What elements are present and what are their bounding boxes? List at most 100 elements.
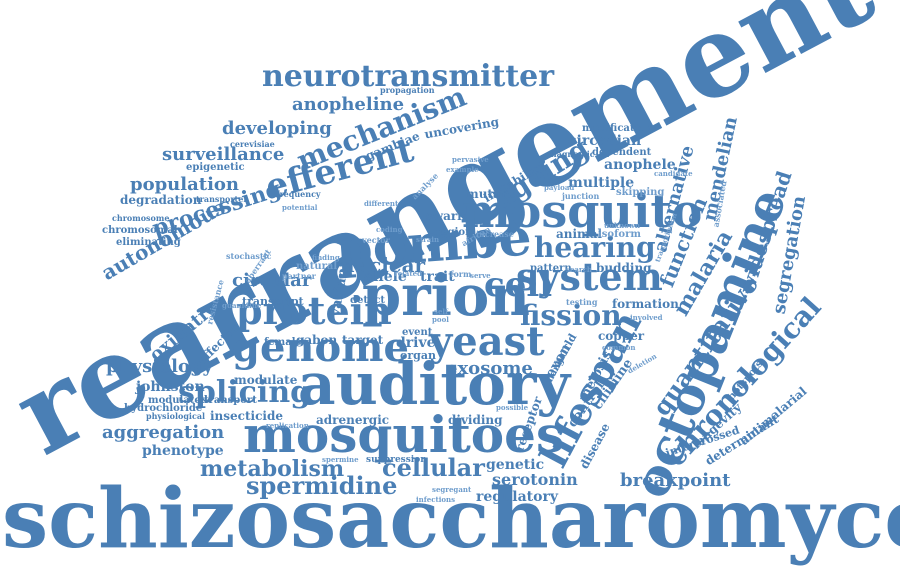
word-genetic: genetic: [486, 457, 545, 473]
word-mosquito: mosquito: [462, 184, 703, 238]
word-breakpoint: breakpoint: [620, 470, 731, 491]
word-gabon: gabon: [296, 333, 338, 347]
word-chromosome: chromosome: [112, 213, 170, 223]
word-system: system: [516, 254, 663, 299]
word-developing: developing: [222, 118, 332, 139]
word-mutant: mutant: [466, 187, 516, 201]
word-anophele: anophele: [604, 157, 676, 173]
word-genome: genome: [232, 324, 409, 371]
word-epigenetic: epigenetic: [186, 162, 245, 173]
word-serotonin: serotonin: [492, 470, 578, 489]
word-segregant: segregant: [432, 485, 472, 494]
word-frequency: frequency: [276, 189, 321, 199]
word-exosome: exosome: [446, 358, 533, 379]
word-spermidine: spermidine: [246, 471, 398, 500]
word-protein: protein: [236, 288, 392, 333]
word-region: region: [436, 227, 473, 238]
word-transcript: transcript: [242, 295, 304, 308]
word-physiological: physiological: [146, 411, 206, 421]
word-candidate: candidate: [654, 169, 693, 178]
word-natural: natural: [296, 261, 338, 272]
word-form: form: [450, 269, 472, 279]
word-animal: animal: [556, 227, 603, 241]
word-aggregation: aggregation: [102, 422, 225, 443]
word-organ: organ: [400, 349, 436, 362]
word-metabolism: metabolism: [200, 456, 345, 482]
word-eliminating: eliminating: [116, 237, 181, 248]
word-schizosaccharomyces: schizosaccharomyces: [2, 471, 900, 567]
word-auditory: auditory: [298, 350, 571, 418]
word-common: common: [602, 343, 636, 352]
word-involved: involved: [630, 313, 663, 322]
word-target: target: [342, 333, 384, 347]
word-budding: budding: [596, 261, 652, 275]
word-transport: transport: [204, 395, 257, 406]
word-diagnostic: diagnostic: [548, 149, 595, 159]
word-swarm: swarm: [426, 209, 470, 223]
word-prion: prion: [362, 263, 530, 329]
word-finding: finding: [312, 253, 340, 262]
word-cellular: cellular: [382, 453, 485, 482]
word-physiology: physiology: [106, 356, 213, 377]
word-female: female: [264, 337, 302, 348]
word-strain: strain: [416, 235, 440, 244]
word-phenotype: phenotype: [142, 443, 224, 459]
word-detect: detect: [350, 295, 386, 306]
word-johnston: johnston: [136, 379, 205, 395]
word-spermine: spermine: [322, 455, 359, 464]
word-increase: increase: [476, 229, 514, 239]
word-coding: coding: [376, 225, 403, 234]
word-yeast: yeast: [429, 318, 545, 365]
word-potential: potential: [282, 203, 318, 212]
word-isoform: isoform: [598, 229, 641, 240]
word-modulated: modulated: [148, 395, 208, 406]
word-multiple: multiple: [568, 175, 635, 191]
word-circadian: circadian: [568, 133, 642, 149]
word-dependent: dependent: [592, 147, 652, 158]
word-modification: modification: [582, 123, 653, 134]
word-dividing: dividing: [448, 413, 503, 427]
word-example: example: [446, 165, 479, 174]
word-regulatory: regulatory: [476, 489, 558, 505]
word-event: event: [402, 327, 433, 338]
word-search: search: [566, 265, 592, 274]
word-skipping: skipping: [616, 187, 665, 198]
word-modulate: modulate: [234, 373, 298, 387]
word-adrenergic: adrenergic: [316, 413, 390, 427]
word-pervasive: pervasive: [452, 155, 489, 164]
word-nuclear: nuclear: [340, 253, 426, 277]
word-fission: fission: [520, 299, 622, 332]
word-formation: formation: [612, 297, 679, 311]
word-self: self: [434, 307, 449, 316]
word-population: population: [130, 174, 240, 195]
word-pool: pool: [432, 315, 449, 324]
word-hearing: hearing: [534, 231, 656, 264]
word-testing: testing: [566, 297, 598, 307]
word-surveillance: surveillance: [162, 144, 285, 165]
word-vector: vector: [362, 235, 390, 245]
word-serve: serve: [470, 271, 491, 280]
word-cerevisiae: cerevisiae: [230, 139, 275, 149]
word-hydrochloride: hydrochloride: [124, 403, 203, 414]
word-payload: payload: [544, 183, 575, 192]
word-degradation: degradation: [120, 193, 202, 207]
word-circular: circular: [232, 270, 312, 291]
word-partner: partner: [282, 271, 316, 281]
word-guanidine: guanidine: [222, 301, 262, 310]
word-pattern: pattern: [530, 263, 572, 274]
word-copper: copper: [598, 329, 645, 343]
word-insecticide: insecticide: [210, 409, 283, 423]
word-cell: cell: [484, 265, 553, 305]
word-trait: trait: [420, 269, 455, 285]
word-suppression: suppression: [366, 455, 427, 465]
word-drive: drive: [396, 335, 436, 351]
word-possible: possible: [496, 403, 529, 412]
word-propagation: propagation: [380, 85, 435, 95]
word-junction: junction: [562, 191, 600, 201]
word-mosquitoes: mosquitoes: [243, 405, 565, 464]
word-neurotransmitter: neurotransmitter: [262, 59, 555, 94]
word-allele: allele: [364, 269, 407, 285]
word-transporter: transporter: [196, 194, 248, 204]
word-different: different: [364, 199, 399, 208]
